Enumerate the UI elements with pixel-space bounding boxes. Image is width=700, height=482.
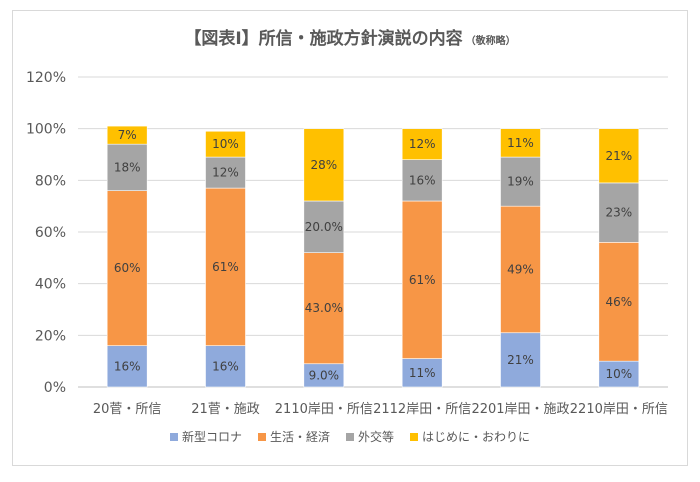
data-label: 23%: [605, 206, 632, 220]
y-axis-ticks: 0% 20% 40% 60% 80% 100% 120%: [26, 70, 66, 396]
bar-segment: [303, 128, 345, 202]
bar-segment: [500, 156, 541, 207]
bar-segment: [205, 187, 246, 346]
bar-segment: [401, 358, 443, 388]
x-tick-label: 20菅・所信: [93, 402, 162, 417]
data-label: 19%: [507, 175, 534, 189]
data-label: 10%: [212, 137, 239, 151]
bar-segment: [106, 125, 148, 145]
legend-label: 外交等: [358, 429, 394, 444]
chart-title-wrap: 【図表Ⅰ】所信・施政方針演説の内容 （敬称略）: [0, 24, 700, 49]
data-label: 11%: [507, 136, 534, 150]
data-label: 61%: [212, 260, 239, 274]
y-tick-label: 100%: [26, 122, 66, 138]
data-label: 7%: [118, 128, 137, 142]
legend: 新型コロナ 生活・経済 外交等 はじめに・おわりに: [170, 429, 530, 444]
bars: 16% 60% 18% 7% 16% 61% 12% 10% 9.0% 43.0% 20.0% 28%…: [106, 125, 640, 388]
legend-swatch: [410, 433, 418, 441]
bar-segment: [500, 128, 541, 158]
legend-swatch: [170, 433, 178, 441]
bar-segment: [401, 159, 443, 202]
bar-segment: [205, 156, 246, 189]
data-label: 18%: [114, 160, 141, 174]
data-label: 49%: [507, 262, 534, 276]
x-tick-label: 2112岸田・所信: [373, 402, 471, 417]
x-axis-ticks: 20菅・所信 21菅・施政 2110岸田・所信 2112岸田・所信 2201岸田・施政 2…: [93, 402, 668, 417]
data-label: 20.0%: [305, 220, 343, 234]
y-tick-label: 80%: [35, 173, 66, 189]
data-label: 12%: [212, 166, 239, 180]
bar-segment: [106, 143, 148, 191]
data-label: 21%: [605, 149, 632, 163]
bar-segment: [401, 128, 443, 160]
data-label: 21%: [507, 353, 534, 367]
chart-title: 【図表Ⅰ】所信・施政方針演説の内容: [184, 29, 463, 49]
y-tick-label: 120%: [26, 70, 66, 86]
y-tick-label: 40%: [35, 277, 66, 293]
data-label: 61%: [409, 273, 436, 287]
data-label: 9.0%: [309, 368, 340, 382]
x-tick-label: 2210岸田・所信: [570, 402, 668, 417]
bar-segment: [106, 345, 148, 388]
bar-segment: [598, 128, 640, 184]
legend-swatch: [258, 433, 266, 441]
legend-swatch: [346, 433, 354, 441]
data-label: 11%: [409, 366, 436, 380]
bar-segment: [401, 200, 443, 359]
legend-label: 生活・経済: [270, 429, 330, 444]
bar-segment: [598, 242, 640, 362]
data-label: 16%: [409, 173, 436, 187]
bar-segment: [598, 360, 640, 388]
bar-segment: [205, 345, 246, 388]
data-label: 16%: [212, 359, 239, 373]
data-label: 12%: [409, 137, 436, 151]
x-tick-label: 21菅・施政: [191, 402, 260, 417]
data-label: 60%: [114, 261, 141, 275]
bar-segment: [106, 190, 148, 346]
data-label: 16%: [114, 359, 141, 373]
data-label: 43.0%: [305, 301, 343, 315]
legend-label: 新型コロナ: [182, 429, 242, 444]
data-label: 28%: [310, 158, 337, 172]
x-tick-label: 2201岸田・施政: [471, 402, 569, 417]
bar-segment: [205, 130, 246, 158]
gridlines: [78, 76, 668, 388]
bar-segment: [598, 182, 640, 243]
data-label: 46%: [605, 295, 632, 309]
y-tick-label: 20%: [35, 328, 66, 344]
bar-segment: [500, 205, 541, 334]
data-label: 10%: [605, 367, 632, 381]
chart-subtitle: （敬称略）: [465, 36, 516, 47]
legend-label: はじめに・おわりに: [422, 430, 530, 444]
bar-segment: [500, 332, 541, 388]
y-tick-label: 60%: [35, 225, 66, 241]
bar-segment: [303, 252, 345, 365]
bar-segment: [303, 200, 345, 253]
x-tick-label: 2110岸田・所信: [275, 402, 373, 417]
y-tick-label: 0%: [44, 380, 66, 396]
